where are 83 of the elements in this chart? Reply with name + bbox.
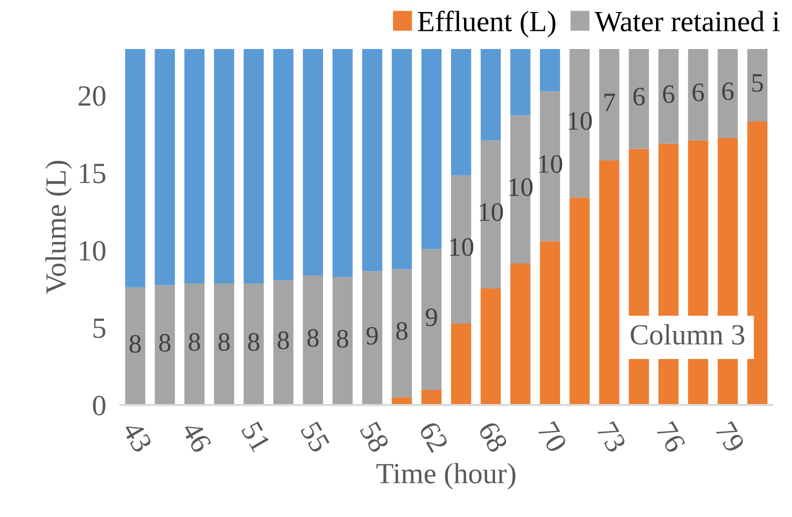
x-tick-label: 43 <box>122 420 153 454</box>
x-tick-label: 79 <box>715 421 746 454</box>
bar <box>747 121 768 406</box>
y-tick-label: 20 <box>78 86 106 106</box>
bar <box>421 49 442 250</box>
x-axis-title: Time (hour) <box>376 462 516 490</box>
data-label: 8 <box>159 334 170 352</box>
annotation: Column 3 <box>630 324 744 345</box>
bar <box>451 49 472 176</box>
bar <box>154 49 175 286</box>
bar <box>718 49 738 138</box>
bar <box>302 275 324 406</box>
data-label: 6 <box>633 88 645 106</box>
bar <box>273 49 294 280</box>
bar <box>599 49 620 160</box>
bar <box>421 249 442 390</box>
bar <box>184 284 205 406</box>
bar <box>688 49 708 140</box>
bar <box>125 287 146 406</box>
data-label: 8 <box>218 333 230 351</box>
data-label: 8 <box>130 334 141 353</box>
bar <box>244 284 264 406</box>
bar <box>658 49 679 144</box>
bar <box>480 140 501 288</box>
bar <box>451 175 472 324</box>
bar <box>540 241 560 406</box>
x-tick-label: 62 <box>418 420 449 454</box>
data-label: 8 <box>278 331 289 350</box>
bar <box>184 49 205 284</box>
bar <box>480 288 501 406</box>
x-tick-label: 73 <box>596 421 627 454</box>
data-label: 6 <box>663 85 674 103</box>
bar <box>540 49 560 92</box>
data-label: 8 <box>188 333 200 351</box>
data-label: 8 <box>248 333 260 351</box>
y-tick-label: 10 <box>80 240 106 261</box>
bar <box>214 284 234 406</box>
data-label: 8 <box>396 322 408 340</box>
bar <box>510 264 530 406</box>
x-tick-label: 68 <box>478 420 508 454</box>
bar <box>392 49 412 270</box>
y-tick-label: 0 <box>93 396 106 416</box>
x-tick-label: 51 <box>240 420 271 453</box>
y-tick-label: 5 <box>94 318 106 338</box>
x-tick-label: 70 <box>537 420 568 454</box>
bar <box>599 160 620 406</box>
bar <box>747 49 768 122</box>
legend-label: Effluent (L) <box>418 10 556 38</box>
bar <box>570 198 590 406</box>
bar <box>332 277 353 406</box>
bar <box>302 49 324 276</box>
bar <box>273 280 294 406</box>
bar <box>628 49 649 149</box>
bar <box>214 49 234 284</box>
bar <box>510 49 530 116</box>
data-label: 7 <box>604 94 616 112</box>
bar <box>244 49 264 284</box>
bar <box>480 49 501 140</box>
data-label: 8 <box>307 329 319 347</box>
x-tick-label: 76 <box>656 421 686 454</box>
bar <box>392 269 412 398</box>
y-tick-label: 15 <box>80 164 106 184</box>
bar <box>362 271 382 406</box>
y-axis-title: Volume (L) <box>45 160 72 294</box>
data-label: 9 <box>426 308 437 326</box>
data-label: 5 <box>752 74 763 92</box>
bar <box>540 91 560 242</box>
x-tick-label: 58 <box>359 420 390 454</box>
bar <box>570 49 590 198</box>
bar <box>451 323 472 406</box>
x-tick-label: 46 <box>181 420 212 454</box>
bar <box>510 115 530 264</box>
data-label: 6 <box>692 84 704 102</box>
bar <box>332 49 353 278</box>
bar <box>125 49 146 288</box>
x-tick-label: 55 <box>300 420 330 454</box>
data-label: 8 <box>337 330 348 348</box>
data-label: 9 <box>366 326 378 345</box>
legend-label: Water retained i <box>594 10 780 32</box>
bar <box>421 390 442 406</box>
data-label: 6 <box>722 82 734 100</box>
bar <box>362 49 382 272</box>
bar <box>154 285 175 406</box>
